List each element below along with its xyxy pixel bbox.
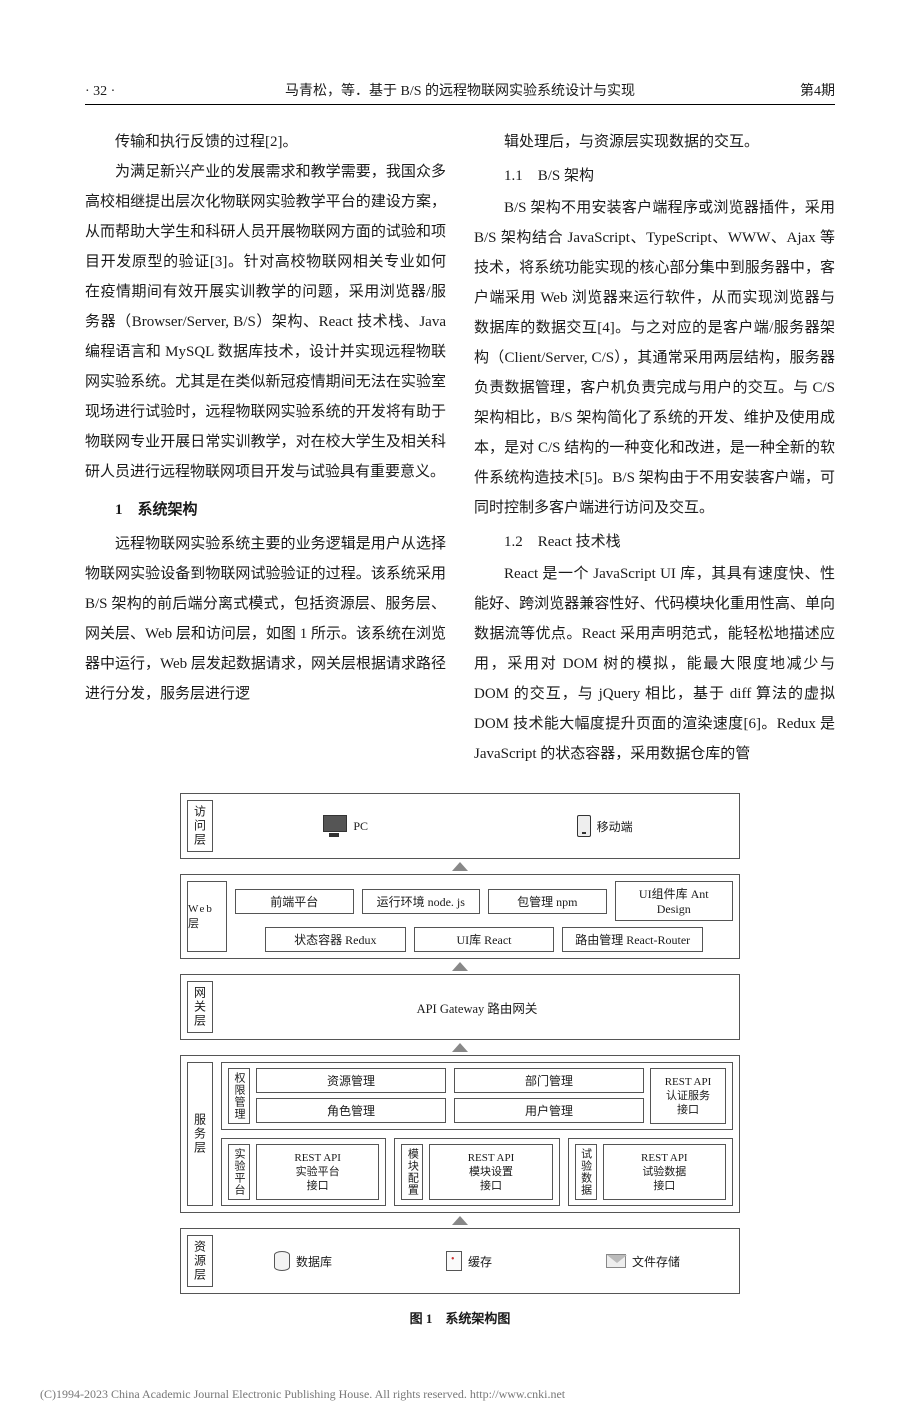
- body-columns: 传输和执行反馈的过程[2]。 为满足新兴产业的发展需求和教学需要，我国众多高校相…: [85, 127, 835, 769]
- layer-gateway: 网关层 API Gateway 路由网关: [180, 974, 740, 1040]
- layer-resource: 资源层 数据库 缓存 文件存储: [180, 1228, 740, 1294]
- para: 传输和执行反馈的过程[2]。: [85, 127, 446, 157]
- left-column: 传输和执行反馈的过程[2]。 为满足新兴产业的发展需求和教学需要，我国众多高校相…: [85, 127, 446, 769]
- arrow-up-icon: [452, 1043, 468, 1052]
- perm-tag: 权限管理: [228, 1068, 250, 1124]
- perm-item: 用户管理: [454, 1098, 644, 1123]
- cache-icon: [446, 1251, 462, 1271]
- pc-label: PC: [353, 819, 368, 834]
- file-label: 文件存储: [632, 1253, 680, 1270]
- architecture-diagram: 访问层 PC 移动端 Web层 前端平台: [180, 793, 740, 1327]
- perm-api: REST API认证服务接口: [650, 1068, 726, 1124]
- perm-item: 部门管理: [454, 1068, 644, 1093]
- para: React 是一个 JavaScript UI 库，其具有速度快、性能好、跨浏览…: [474, 559, 835, 769]
- web-item: UI库 React: [414, 927, 555, 952]
- pc-node: PC: [311, 813, 378, 839]
- figure-caption: 图 1 系统架构图: [180, 1308, 740, 1327]
- web-item: 状态容器 Redux: [265, 927, 406, 952]
- cache-label: 缓存: [468, 1253, 492, 1270]
- copyright-footer: (C)1994-2023 China Academic Journal Elec…: [0, 1367, 920, 1416]
- arrow-up-icon: [452, 1216, 468, 1225]
- arrow-up-icon: [452, 962, 468, 971]
- module-tag: 模块配置: [401, 1144, 423, 1200]
- service-module: 试验数据 REST API试验数据接口: [568, 1138, 733, 1206]
- layer-tag: 资源层: [187, 1235, 213, 1287]
- web-item: 前端平台: [235, 889, 354, 914]
- para: 为满足新兴产业的发展需求和教学需要，我国众多高校相继提出层次化物联网实验教学平台…: [85, 157, 446, 487]
- page-number: · 32 ·: [85, 84, 145, 100]
- resource-cache: 缓存: [436, 1249, 502, 1273]
- module-api: REST API实验平台接口: [256, 1144, 379, 1200]
- layer-web: Web层 前端平台 运行环境 node. js 包管理 npm UI组件库 An…: [180, 874, 740, 959]
- arrow-up-icon: [452, 862, 468, 871]
- db-label: 数据库: [296, 1253, 332, 1270]
- service-module: 实验平台 REST API实验平台接口: [221, 1138, 386, 1206]
- layer-tag: 访问层: [187, 800, 213, 852]
- web-item: UI组件库 Ant Design: [615, 881, 734, 921]
- mobile-node: 移动端: [567, 813, 643, 839]
- layer-tag: 网关层: [187, 981, 213, 1033]
- pc-icon: [321, 815, 347, 837]
- module-tag: 实验平台: [228, 1144, 250, 1200]
- gateway-text: API Gateway 路由网关: [417, 998, 538, 1017]
- layer-tag: 服务层: [187, 1062, 213, 1206]
- web-item: 路由管理 React-Router: [562, 927, 703, 952]
- mobile-icon: [577, 815, 591, 837]
- running-head: · 32 · 马青松，等．基于 B/S 的远程物联网实验系统设计与实现 第4期: [85, 80, 835, 105]
- file-icon: [606, 1254, 626, 1268]
- module-api: REST API试验数据接口: [603, 1144, 726, 1200]
- resource-db: 数据库: [264, 1249, 342, 1273]
- mobile-label: 移动端: [597, 818, 633, 835]
- running-title: 马青松，等．基于 B/S 的远程物联网实验系统设计与实现: [145, 80, 775, 100]
- subsection-heading: 1.2 React 技术栈: [474, 527, 835, 557]
- para: 远程物联网实验系统主要的业务逻辑是用户从选择物联网实验设备到物联网试验验证的过程…: [85, 529, 446, 709]
- resource-file: 文件存储: [596, 1251, 690, 1272]
- web-item: 运行环境 node. js: [362, 889, 481, 914]
- right-column: 辑处理后，与资源层实现数据的交互。 1.1 B/S 架构 B/S 架构不用安装客…: [474, 127, 835, 769]
- layer-service: 服务层 权限管理 资源管理 部门管理 角色管理 用户管理: [180, 1055, 740, 1213]
- para: B/S 架构不用安装客户端程序或浏览器插件，采用 B/S 架构结合 JavaSc…: [474, 193, 835, 523]
- service-permission: 权限管理 资源管理 部门管理 角色管理 用户管理 REST API认证服务接: [221, 1062, 733, 1130]
- perm-item: 资源管理: [256, 1068, 446, 1093]
- issue-number: 第4期: [775, 80, 835, 100]
- subsection-heading: 1.1 B/S 架构: [474, 161, 835, 191]
- para: 辑处理后，与资源层实现数据的交互。: [474, 127, 835, 157]
- database-icon: [274, 1251, 290, 1271]
- service-module: 模块配置 REST API模块设置接口: [394, 1138, 559, 1206]
- module-api: REST API模块设置接口: [429, 1144, 552, 1200]
- section-heading: 1 系统架构: [85, 495, 446, 525]
- layer-access: 访问层 PC 移动端: [180, 793, 740, 859]
- layer-tag: Web层: [187, 881, 227, 952]
- module-tag: 试验数据: [575, 1144, 597, 1200]
- perm-item: 角色管理: [256, 1098, 446, 1123]
- web-item: 包管理 npm: [488, 889, 607, 914]
